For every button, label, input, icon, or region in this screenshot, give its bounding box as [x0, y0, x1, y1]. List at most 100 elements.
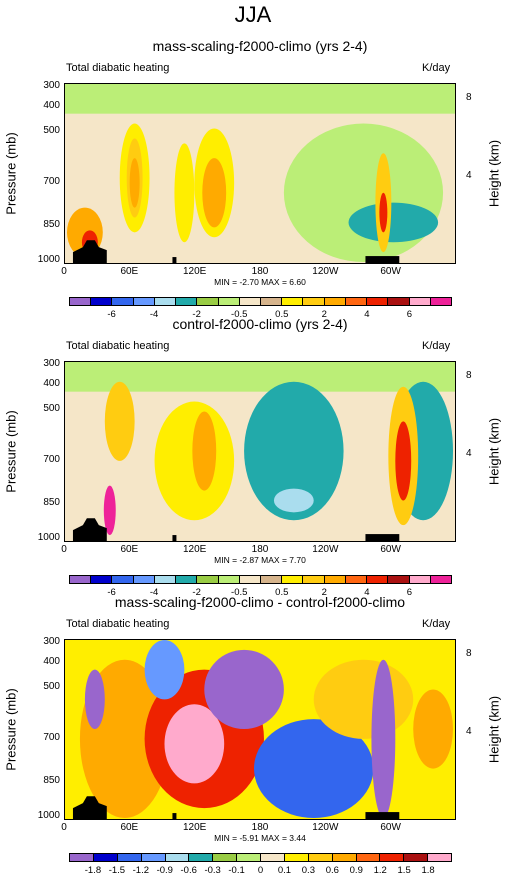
chart3-field-region: [413, 689, 454, 769]
chart3-title: mass-scaling-f2000-climo - control-f2000…: [114, 594, 406, 610]
chart3-colorbar-swatch: [284, 854, 309, 861]
chart2-colorbar-swatch: [324, 576, 346, 583]
chart1-y-tick: 500: [43, 124, 60, 136]
chart2-topography-africa: [72, 518, 107, 541]
chart2-x-tick: 60E: [120, 544, 139, 555]
chart2-colorbar: [69, 575, 452, 584]
chart1-y2-tick: 8: [466, 92, 472, 104]
chart1-colorbar-swatch: [176, 298, 198, 305]
chart3-field-region: [144, 640, 185, 700]
chart2-colorbar-swatch: [239, 576, 261, 583]
chart2-x-tick: 180: [251, 544, 269, 555]
chart3-plot-area: [64, 639, 456, 820]
chart2-colorbar-swatch: [70, 576, 92, 583]
chart1-x-tick: 120E: [182, 266, 207, 277]
chart2-y-tick: 850: [43, 496, 60, 508]
chart2-field-region: [395, 421, 412, 501]
chart1-colorbar-label: 6: [406, 309, 413, 320]
chart3-heatmap-svg: [65, 640, 455, 819]
chart3-field-region: [84, 669, 105, 730]
chart2-x-tick: 120E: [182, 544, 207, 555]
chart1-colorbar-label: -2: [192, 309, 201, 320]
chart2-topography-maritime: [172, 535, 177, 541]
chart1-colorbar-swatch: [154, 298, 177, 305]
chart2-colorbar-swatch: [345, 576, 368, 583]
chart3-y-tick: 500: [43, 680, 60, 692]
chart1-colorbar-swatch: [260, 298, 283, 305]
chart2-colorbar-swatch: [388, 576, 410, 583]
chart1-y2-tick: 4: [466, 170, 472, 182]
chart2-colorbar-swatch: [260, 576, 283, 583]
chart1-y-tick: 400: [43, 99, 60, 111]
chart1-colorbar-label: 2: [321, 309, 327, 320]
chart2-colorbar-label: -2: [192, 587, 201, 598]
chart2-colorbar-swatch: [282, 576, 304, 583]
chart1-units: K/day: [422, 62, 451, 74]
chart2-x-tick: 0: [61, 544, 67, 555]
chart3-y-tick: 400: [43, 655, 60, 667]
chart2-colorbar-swatch: [303, 576, 325, 583]
chart2-y2-tick: 4: [466, 448, 472, 460]
chart1-heatmap-svg: [65, 84, 455, 263]
chart1-colorbar-swatch: [367, 298, 389, 305]
chart3-colorbar-swatch: [93, 854, 118, 861]
chart2-field-region: [103, 485, 116, 536]
chart3-y2-tick: 8: [466, 648, 472, 660]
chart1-y2-label: Height (km): [486, 139, 502, 207]
chart2-title: control-f2000-climo (yrs 2-4): [172, 316, 348, 332]
chart1-y-tick: 700: [43, 175, 60, 187]
chart1-x-tick: 180: [251, 266, 269, 277]
chart1-x-tick: 0: [61, 266, 67, 277]
chart3-colorbar-swatch: [189, 854, 214, 861]
chart3-topography-africa: [72, 796, 107, 819]
chart2-colorbar-swatch: [409, 576, 431, 583]
chart1-colorbar-swatch: [70, 298, 92, 305]
chart2-topography-andes: [365, 534, 400, 541]
chart1-field-region: [202, 158, 227, 228]
chart1-colorbar-label: -4: [149, 309, 159, 320]
chart3-y-tick: 300: [43, 635, 60, 647]
chart1-field-region: [379, 192, 388, 233]
chart1-colorbar-swatch: [218, 298, 240, 305]
chart3-x-tick: 120W: [312, 822, 339, 833]
chart2-colorbar-swatch: [367, 576, 389, 583]
chart3-topography-maritime: [172, 813, 177, 819]
chart1-min-max: MIN = -2.70 MAX = 6.60: [214, 277, 306, 287]
chart1-colorbar-swatch: [112, 298, 134, 305]
chart1-x-tick: 60W: [380, 266, 401, 277]
chart1-colorbar-swatch: [91, 298, 113, 305]
chart2-y-label: Pressure (mb): [3, 409, 19, 493]
chart3-topography-andes: [365, 812, 400, 819]
chart3-min-max: MIN = -5.91 MAX = 3.44: [214, 833, 306, 843]
chart2-y-tick: 700: [43, 453, 60, 465]
chart1-colorbar-label: -6: [107, 309, 116, 320]
chart3-colorbar-swatch: [332, 854, 357, 861]
chart2-colorbar-label: -4: [149, 587, 159, 598]
chart1-colorbar-swatch: [133, 298, 155, 305]
chart2-colorbar-label: 0.5: [275, 587, 289, 598]
chart1-colorbar-swatch: [303, 298, 325, 305]
chart2-colorbar-label: 6: [406, 587, 413, 598]
chart3-units: K/day: [422, 618, 451, 630]
chart1-plot-area: [64, 83, 456, 264]
chart2-panel: control-f2000-climo (yrs 2-4) Total diaba…: [0, 306, 506, 598]
chart1-x-tick: 120W: [312, 266, 339, 277]
chart3-y2-tick: 4: [466, 726, 472, 738]
chart3-field-region: [164, 704, 225, 784]
chart3-colorbar-swatch: [117, 854, 142, 861]
chart1-colorbar-swatch: [239, 298, 261, 305]
chart3-x-tick: 60W: [380, 822, 401, 833]
chart2-subtitle-left: Total diabatic heating: [66, 340, 170, 352]
chart3-colorbar-swatch: [261, 854, 285, 861]
chart3-y-label: Pressure (mb): [3, 687, 19, 771]
chart3-field-region: [371, 659, 396, 819]
chart2-units: K/day: [422, 340, 451, 352]
chart2-field-region: [244, 381, 344, 521]
chart3-x-tick: 120E: [182, 822, 207, 833]
chart3-field-region: [204, 649, 284, 730]
chart1-colorbar-swatch: [282, 298, 304, 305]
chart3-x-tick: 0: [61, 822, 67, 833]
chart3-x-tick: 180: [251, 822, 269, 833]
chart1-colorbar-swatch: [388, 298, 410, 305]
chart1-colorbar-swatch: [345, 298, 368, 305]
